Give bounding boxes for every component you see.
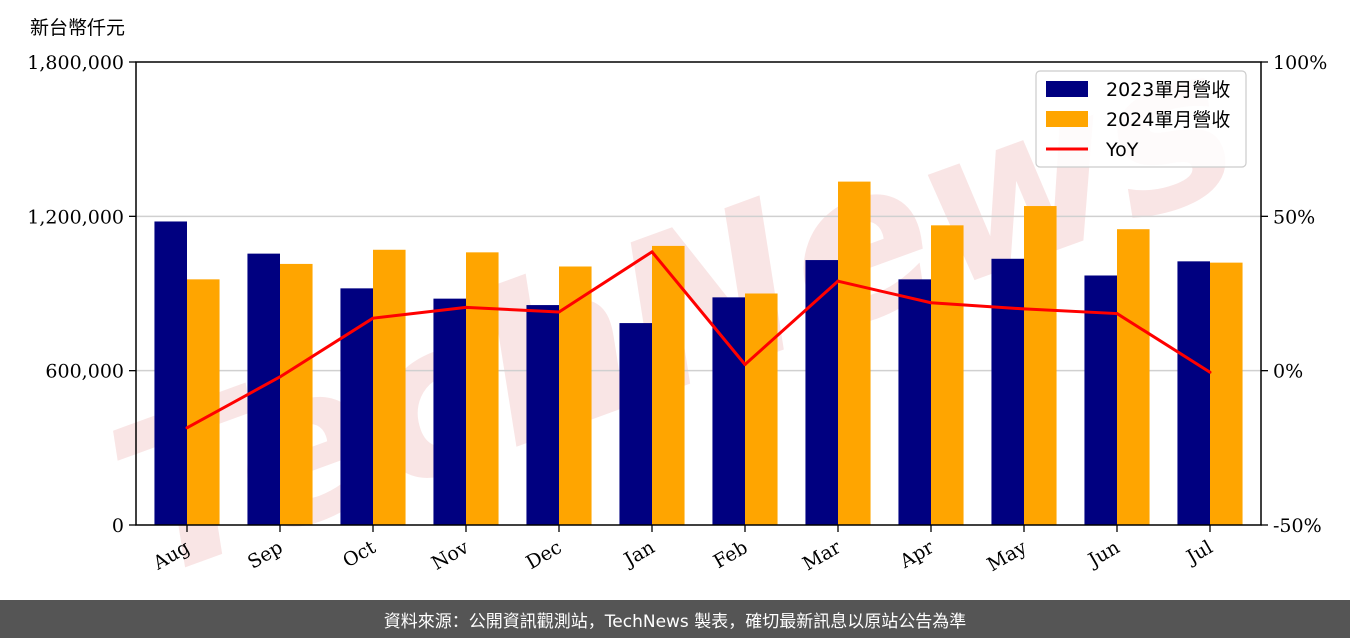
yoy-point-apr: [929, 301, 933, 305]
bar-2024-jul: [1210, 262, 1243, 525]
bar-2023-oct: [340, 288, 373, 525]
bar-2023-feb: [712, 297, 745, 525]
bar-2024-jan: [652, 245, 685, 526]
bar-2024-may: [1024, 206, 1057, 526]
bar-2024-jun: [1117, 229, 1150, 525]
x-tick-label-mar: Mar: [799, 536, 845, 575]
bar-2023-aug: [154, 221, 187, 525]
legend-swatch: [1046, 81, 1088, 97]
y-left-tick-label: 0: [112, 515, 124, 537]
legend-label: 2024單月營收: [1106, 109, 1230, 131]
legend-label: YoY: [1105, 139, 1139, 161]
bar-2023-sep: [247, 253, 280, 525]
yoy-point-mar: [836, 279, 840, 283]
yoy-point-dec: [557, 310, 561, 314]
y-right-tick-label: 50%: [1273, 206, 1315, 228]
y-left-tick-label: 600,000: [45, 361, 124, 383]
bar-2023-dec: [526, 305, 559, 525]
y-left-tick-label: 1,800,000: [27, 52, 124, 74]
bar-2023-nov: [433, 298, 466, 525]
bar-2024-feb: [745, 293, 778, 525]
bar-2023-jan: [619, 323, 652, 525]
revenue-chart: TechNews 新台幣仟元 0600,0001,200,0001,800,00…: [27, 0, 1327, 600]
yoy-line-group: [185, 250, 1212, 430]
bar-2024-dec: [559, 266, 592, 525]
bar-2024-apr: [931, 225, 964, 525]
bar-2023-apr: [898, 279, 931, 525]
y-right-tick-label: 0%: [1273, 361, 1303, 383]
yoy-point-jun: [1115, 312, 1119, 316]
yoy-point-nov: [464, 305, 468, 309]
y-left-tick-label: 1,200,000: [27, 206, 124, 228]
y-right-tick-label: 100%: [1273, 52, 1327, 74]
yoy-point-sep: [278, 375, 282, 379]
yoy-point-jan: [650, 250, 654, 254]
y-axis-unit-label: 新台幣仟元: [30, 17, 125, 39]
yoy-point-oct: [371, 316, 375, 320]
bar-2024-nov: [466, 252, 499, 525]
bar-2024-oct: [373, 249, 406, 525]
legend-label: 2023單月營收: [1106, 79, 1230, 101]
bar-2023-jun: [1084, 275, 1117, 525]
yoy-point-jul: [1208, 370, 1212, 374]
x-tick-label-apr: Apr: [895, 536, 938, 573]
x-tick-label-jun: Jun: [1083, 536, 1124, 572]
bar-2023-may: [991, 258, 1024, 525]
bars: [154, 181, 1243, 526]
legend-swatch: [1046, 111, 1088, 127]
y-right-tick-label: -50%: [1273, 515, 1322, 537]
source-footer: 資料來源：公開資訊觀測站，TechNews 製表，確切最新訊息以原站公告為準: [0, 600, 1350, 638]
bar-2023-jul: [1177, 261, 1210, 525]
yoy-point-may: [1022, 307, 1026, 311]
x-tick-label-jan: Jan: [619, 536, 659, 572]
x-tick-label-may: May: [984, 536, 1031, 576]
yoy-point-aug: [185, 426, 189, 430]
x-tick-label-feb: Feb: [710, 536, 752, 573]
bar-2023-mar: [805, 260, 838, 525]
yoy-point-feb: [743, 362, 747, 366]
bar-2024-aug: [187, 279, 220, 525]
axes: [135, 61, 1262, 526]
plot-frame: [135, 61, 1262, 526]
legend: 2023單月營收 2024單月營收 YoY: [1035, 70, 1247, 168]
yoy-line: [186, 250, 1211, 430]
x-tick-label-dec: Dec: [522, 536, 565, 574]
legend-box: [1035, 70, 1247, 168]
grid-lines: [136, 215, 1261, 372]
bar-2024-sep: [280, 263, 313, 525]
x-tick-label-nov: Nov: [428, 536, 473, 575]
x-tick-label-jul: Jul: [1181, 536, 1216, 569]
bar-2024-mar: [838, 181, 871, 525]
